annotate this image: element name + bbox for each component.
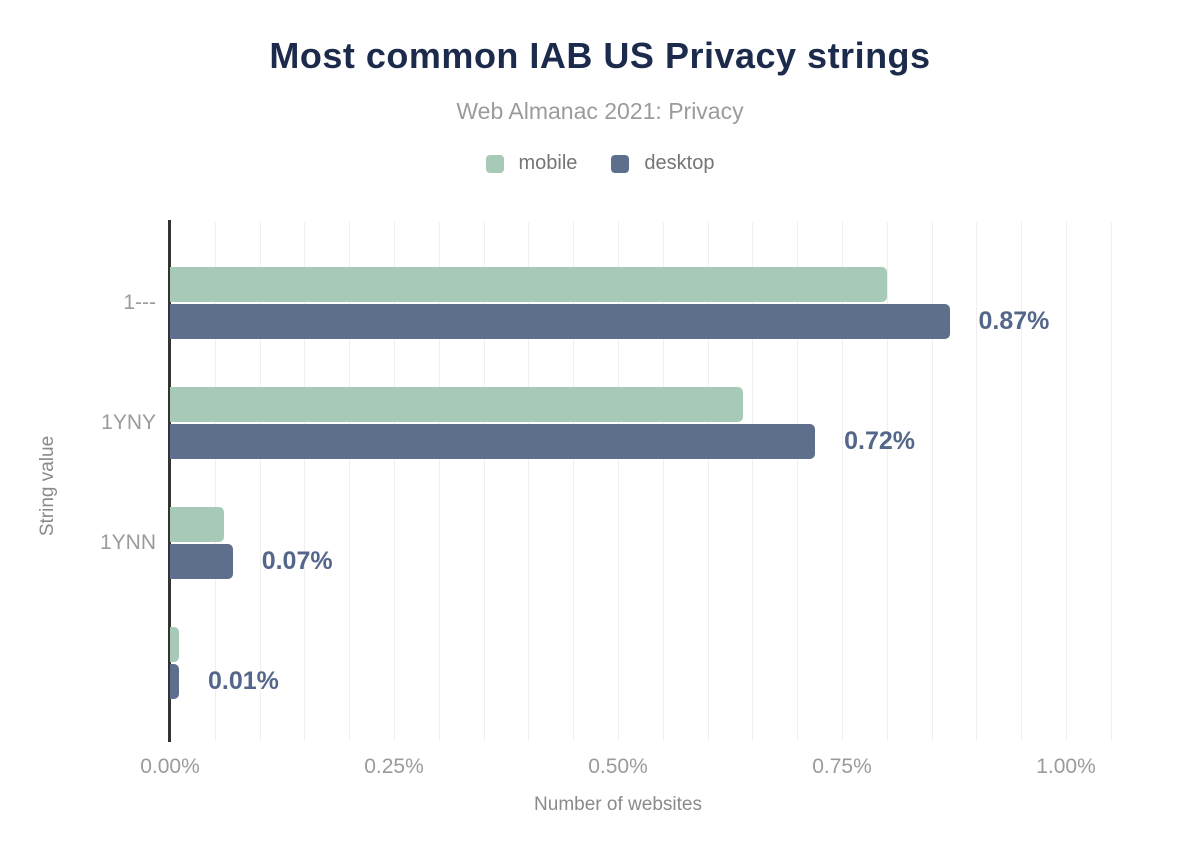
gridline (573, 222, 575, 740)
gridline (931, 222, 933, 740)
x-tick-label: 0.25% (364, 755, 424, 778)
legend-item-desktop[interactable]: desktop (611, 152, 714, 175)
data-label: 0.07% (261, 547, 333, 575)
data-label: 0.72% (844, 427, 915, 455)
legend: mobile desktop (0, 152, 1200, 175)
data-label: 0.87% (978, 307, 1050, 335)
bar-desktop[interactable] (170, 424, 816, 459)
gridline (976, 222, 978, 740)
gridline (1066, 222, 1067, 740)
mobile-swatch-icon (485, 154, 504, 173)
data-label: 0.01% (208, 667, 279, 695)
plot-area: Number of websites 0.00% 0.25% 0.50% 0.75% 1… (100, 220, 1122, 815)
chart-title: Most common IAB US Privacy strings (269, 35, 931, 76)
gridline (842, 222, 843, 740)
gridline (1021, 222, 1023, 740)
gridline (886, 222, 888, 740)
gridline (394, 222, 395, 740)
gridline (483, 222, 485, 740)
category-label: 1YNY (101, 411, 156, 434)
bar-desktop[interactable] (170, 304, 950, 339)
gridline (797, 222, 799, 740)
gridline (752, 222, 754, 740)
gridline (1110, 222, 1112, 740)
gridline (349, 222, 351, 740)
legend-item-mobile[interactable]: mobile (485, 152, 578, 175)
chart-subtitle: Web Almanac 2021: Privacy (456, 98, 744, 124)
gridline (259, 222, 261, 740)
gridline (662, 222, 664, 740)
gridline (304, 222, 306, 740)
bar-desktop[interactable] (170, 544, 233, 579)
y-axis-title: String value (37, 435, 58, 537)
bar-desktop[interactable] (170, 664, 179, 699)
x-tick-label: 0.50% (588, 755, 648, 778)
bar-mobile[interactable] (170, 507, 224, 542)
gridline (618, 222, 619, 740)
x-tick-label: 0.75% (812, 755, 872, 778)
x-tick-label: 1.00% (1036, 755, 1096, 778)
x-tick-label: 0.00% (140, 755, 200, 778)
category-label (6, 650, 156, 676)
category-label: 1--- (123, 291, 156, 314)
bar-mobile[interactable] (170, 267, 887, 302)
gridline (214, 222, 216, 740)
bar-mobile[interactable] (170, 387, 744, 422)
gridline (528, 222, 530, 740)
legend-label-desktop: desktop (644, 152, 715, 174)
gridline (438, 222, 440, 740)
legend-label-mobile: mobile (518, 152, 578, 174)
y-axis-line (168, 220, 171, 742)
category-label: 1YNN (99, 531, 156, 554)
gridline (707, 222, 709, 740)
x-axis-title: Number of websites (534, 794, 702, 815)
desktop-swatch-icon (611, 154, 630, 173)
bar-mobile[interactable] (170, 627, 179, 662)
